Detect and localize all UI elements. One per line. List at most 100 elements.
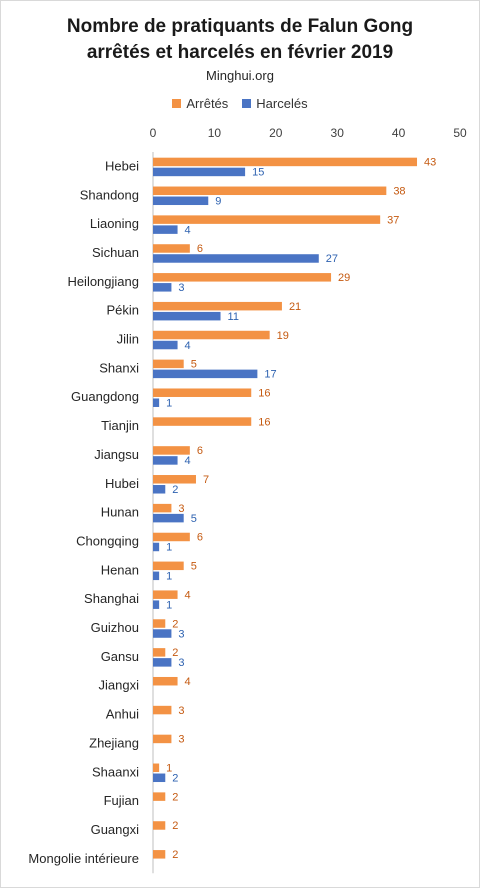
- bar-harceles: [153, 513, 184, 523]
- bar-harceles: [153, 225, 178, 234]
- bar-arretes: [153, 388, 252, 397]
- bar-harceles: [153, 311, 221, 321]
- bar-arretes: [153, 590, 178, 599]
- bar-arretes: [153, 359, 184, 369]
- bar-arretes: [153, 417, 252, 426]
- category-label: Jilin: [117, 332, 139, 347]
- category-label: Shanghai: [84, 591, 139, 606]
- bar-harceles: [153, 254, 319, 263]
- bar-harceles: [153, 283, 172, 292]
- data-label-arretes: 7: [203, 474, 209, 486]
- bar-arretes: [153, 215, 381, 224]
- category-label: Hubei: [105, 476, 139, 491]
- bar-harceles: [153, 658, 172, 667]
- category-label: Liaoning: [90, 216, 139, 231]
- bar-harceles: [153, 167, 246, 177]
- x-tick-label: 40: [392, 126, 406, 140]
- x-tick-label: 10: [208, 126, 222, 140]
- data-label-arretes: 1: [166, 763, 172, 775]
- data-label-harceles: 3: [178, 282, 184, 294]
- category-label: Gansu: [101, 649, 139, 664]
- bar-harceles: [153, 340, 178, 350]
- legend-swatch-arretes: [172, 99, 182, 108]
- bar-harceles: [153, 196, 209, 206]
- category-label: Mongolie intérieure: [28, 851, 139, 866]
- chart-subtitle: Minghui.org: [206, 68, 274, 83]
- bar-harceles: [153, 773, 166, 783]
- data-label-harceles: 3: [178, 657, 184, 669]
- x-tick-label: 0: [150, 126, 157, 140]
- bar-harceles: [153, 542, 160, 552]
- bar-harceles: [153, 398, 160, 407]
- x-tick-label: 50: [453, 126, 467, 140]
- category-label: Hebei: [105, 158, 139, 173]
- category-label: Shandong: [80, 187, 139, 202]
- bar-arretes: [153, 619, 166, 628]
- data-label-arretes: 38: [393, 186, 405, 198]
- bar-arretes: [153, 648, 166, 657]
- data-label-harceles: 2: [172, 773, 178, 785]
- bar-arretes: [153, 157, 418, 167]
- category-label: Chongqing: [76, 533, 139, 548]
- data-label-arretes: 4: [185, 676, 191, 688]
- bar-harceles: [153, 600, 160, 609]
- bar-arretes: [153, 561, 184, 571]
- data-label-harceles: 1: [166, 397, 172, 409]
- data-label-harceles: 27: [326, 253, 338, 265]
- category-label: Jiangxi: [99, 678, 140, 693]
- data-label-arretes: 4: [185, 589, 191, 601]
- x-tick-label: 20: [269, 126, 283, 140]
- data-label-harceles: 17: [264, 369, 276, 381]
- category-label: Tianjin: [101, 418, 139, 433]
- bar-arretes: [153, 186, 387, 196]
- legend-swatch-harceles: [242, 99, 252, 108]
- data-label-harceles: 11: [228, 311, 239, 323]
- category-label: Guangdong: [71, 389, 139, 404]
- category-label: Hunan: [101, 505, 139, 520]
- data-label-harceles: 9: [215, 196, 221, 208]
- data-label-harceles: 1: [166, 599, 172, 611]
- data-label-arretes: 37: [387, 214, 399, 226]
- legend-label-harceles: Harcelés: [256, 96, 308, 111]
- bar-arretes: [153, 475, 196, 484]
- bar-harceles: [153, 456, 178, 465]
- chart-title-line1: Nombre de pratiquants de Falun Gong: [66, 16, 414, 37]
- data-label-arretes: 2: [172, 820, 178, 832]
- chart-legend: Arrêtés Harcelés: [0, 96, 480, 111]
- data-label-harceles: 15: [252, 167, 264, 179]
- data-label-arretes: 16: [258, 416, 270, 428]
- category-label: Henan: [101, 562, 139, 577]
- data-label-arretes: 21: [289, 301, 301, 313]
- category-label: Shanxi: [99, 360, 139, 375]
- data-label-harceles: 2: [172, 484, 178, 496]
- bar-arretes: [153, 446, 190, 455]
- bar-arretes: [153, 705, 172, 715]
- data-label-harceles: 4: [185, 455, 191, 467]
- bar-arretes: [153, 734, 172, 744]
- bar-arretes: [153, 301, 282, 311]
- data-label-arretes: 6: [197, 243, 203, 255]
- bar-harceles: [153, 369, 258, 379]
- data-label-arretes: 43: [424, 157, 436, 169]
- data-label-arretes: 2: [172, 647, 178, 659]
- data-label-arretes: 6: [197, 532, 203, 544]
- data-label-arretes: 6: [197, 445, 203, 457]
- data-label-arretes: 5: [191, 561, 197, 573]
- legend-item-harceles: Harcelés: [242, 96, 308, 111]
- bar-arretes: [153, 792, 166, 801]
- category-label: Sichuan: [92, 245, 139, 260]
- category-label: Guangxi: [91, 822, 140, 837]
- data-label-harceles: 1: [166, 542, 172, 554]
- legend-item-arretes: Arrêtés: [172, 96, 228, 111]
- data-label-arretes: 2: [172, 618, 178, 630]
- category-label: Pékin: [106, 303, 139, 318]
- data-label-arretes: 2: [172, 791, 178, 803]
- legend-label-arretes: Arrêtés: [186, 96, 229, 111]
- bar-arretes: [153, 330, 270, 340]
- data-label-arretes: 3: [178, 503, 184, 515]
- bar-arretes: [153, 273, 332, 282]
- bar-arretes: [153, 244, 190, 253]
- data-label-harceles: 4: [185, 340, 191, 352]
